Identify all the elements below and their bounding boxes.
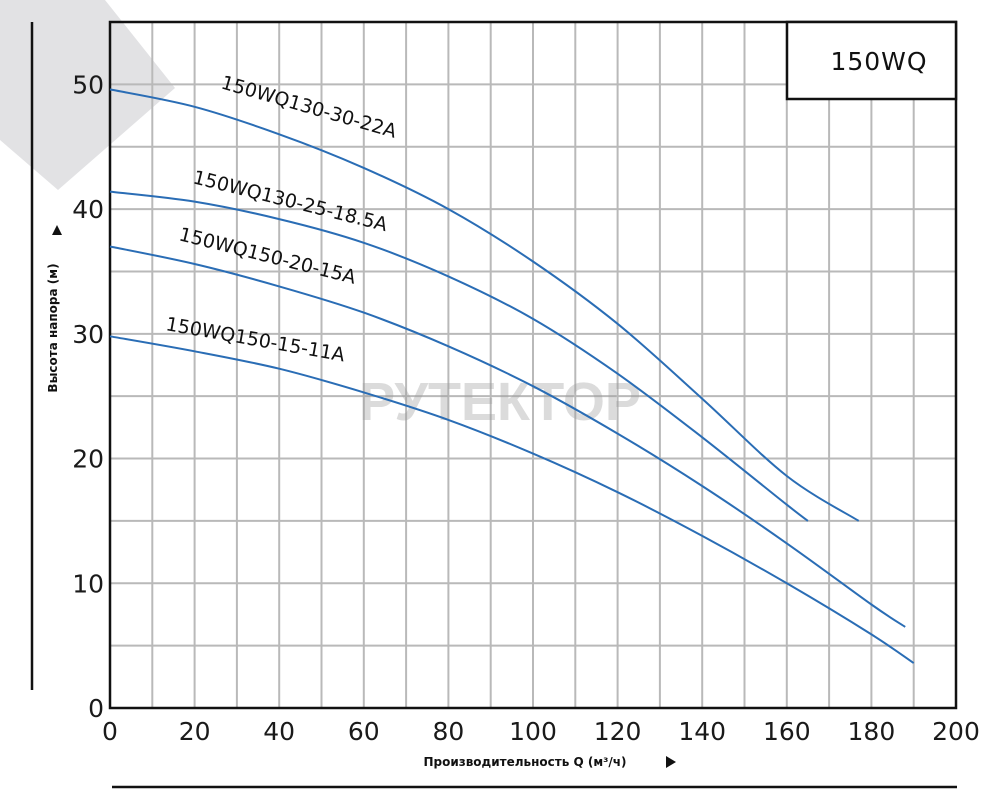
x-tick-label: 200: [932, 717, 980, 746]
x-tick-label: 120: [594, 717, 642, 746]
curve-label-2: 150WQ130-25-18.5A: [191, 167, 390, 237]
x-tick-label: 40: [263, 717, 295, 746]
y-tick-label: 30: [72, 320, 104, 349]
x-tick-label: 60: [348, 717, 380, 746]
tick-labels: 0 20 40 60 80 100 120 140 160 180 200 0 10 20 30 40 50: [72, 70, 980, 746]
curve-2: [109, 190, 809, 522]
x-tick-label: 80: [432, 717, 464, 746]
curve-label-4: 150WQ150-15-11A: [164, 313, 346, 366]
plot-frame: [108, 20, 958, 710]
x-axis-title: Производительность Q (м³/ч): [423, 755, 626, 769]
y-tick-label: 10: [72, 569, 104, 598]
curve-1: [109, 88, 860, 522]
x-tick-label: 0: [102, 717, 118, 746]
y-tick-label: 40: [72, 195, 104, 224]
curves: [109, 88, 915, 664]
x-tick-label: 20: [179, 717, 211, 746]
x-tick-label: 100: [509, 717, 557, 746]
watermark: РУТЕКТОР: [359, 372, 641, 432]
curve-4: [109, 335, 915, 664]
y-axis-arrow-icon: [52, 225, 62, 235]
x-tick-label: 140: [678, 717, 726, 746]
y-axis-title: Высота напора (м): [46, 263, 60, 392]
grid: [110, 22, 956, 708]
x-tick-label: 160: [763, 717, 811, 746]
x-tick-label: 180: [848, 717, 896, 746]
curve-3: [109, 245, 906, 628]
y-tick-label: 20: [72, 445, 104, 474]
y-tick-label: 50: [72, 70, 104, 99]
title-box: [785, 20, 958, 101]
x-axis-arrow-icon: [666, 756, 676, 768]
corner-decoration: [0, 0, 175, 190]
y-tick-label: 0: [88, 694, 104, 723]
chart-title: 150WQ: [830, 47, 927, 76]
curve-label-1: 150WQ130-30-22A: [219, 72, 399, 143]
